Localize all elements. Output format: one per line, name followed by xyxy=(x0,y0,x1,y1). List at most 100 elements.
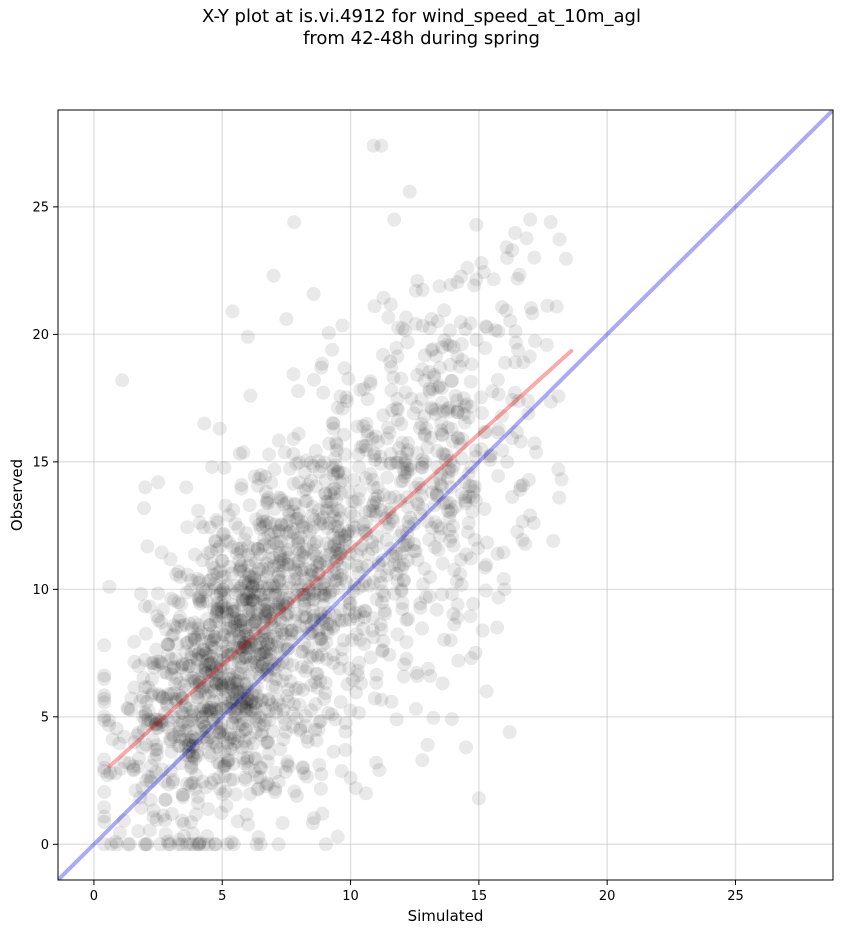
data-point xyxy=(221,676,236,691)
data-point xyxy=(225,304,240,319)
data-point xyxy=(401,519,416,534)
data-point xyxy=(307,574,322,589)
data-point xyxy=(406,406,421,421)
data-point xyxy=(330,464,345,479)
data-point xyxy=(209,513,224,528)
data-point xyxy=(417,427,432,442)
data-point xyxy=(473,390,488,405)
data-point xyxy=(159,622,174,637)
data-point xyxy=(376,290,391,305)
data-point xyxy=(278,667,293,682)
data-point xyxy=(427,540,442,555)
data-point xyxy=(225,696,240,711)
data-point xyxy=(151,613,166,628)
data-point xyxy=(444,422,459,437)
data-point xyxy=(243,694,258,709)
data-point xyxy=(327,519,342,534)
x-axis-label: Simulated xyxy=(408,907,484,925)
data-point xyxy=(214,605,229,620)
data-point xyxy=(325,707,340,722)
data-point xyxy=(422,532,437,547)
data-point xyxy=(177,678,192,693)
data-point xyxy=(253,574,268,589)
data-point xyxy=(312,464,327,479)
data-point xyxy=(436,404,451,419)
data-point xyxy=(169,671,184,686)
data-point xyxy=(452,359,467,374)
data-point xyxy=(335,642,350,657)
data-point xyxy=(267,629,282,644)
data-point xyxy=(347,473,362,488)
data-point xyxy=(298,561,313,576)
data-point xyxy=(267,462,282,477)
data-point xyxy=(259,632,274,647)
data-point xyxy=(206,735,221,750)
data-point xyxy=(210,666,225,681)
data-point xyxy=(349,627,364,642)
data-point xyxy=(214,716,229,731)
data-point xyxy=(318,553,333,568)
data-point xyxy=(172,722,187,737)
data-point xyxy=(204,656,219,671)
data-point xyxy=(280,534,295,549)
data-point xyxy=(430,459,445,474)
data-point xyxy=(384,360,399,375)
data-point xyxy=(149,747,164,762)
data-point xyxy=(252,710,267,725)
data-point xyxy=(161,837,176,852)
data-point xyxy=(318,473,333,488)
data-point xyxy=(429,485,444,500)
data-point xyxy=(258,518,273,533)
data-point xyxy=(209,676,224,691)
data-point xyxy=(183,582,198,597)
data-point xyxy=(186,671,201,686)
data-point xyxy=(313,632,328,647)
data-point xyxy=(522,349,537,364)
data-point xyxy=(216,582,231,597)
data-point xyxy=(198,719,213,734)
data-point xyxy=(212,726,227,741)
data-point xyxy=(291,475,306,490)
data-point xyxy=(264,475,279,490)
data-point xyxy=(238,703,253,718)
data-point xyxy=(400,553,415,568)
data-point xyxy=(124,691,139,706)
data-point xyxy=(159,696,174,711)
data-point xyxy=(271,774,286,789)
data-point xyxy=(260,496,275,511)
data-point xyxy=(240,539,255,554)
data-point xyxy=(268,765,283,780)
data-point xyxy=(191,621,206,636)
data-point xyxy=(365,623,380,638)
data-point xyxy=(415,318,430,333)
data-point xyxy=(184,776,199,791)
data-point xyxy=(429,348,444,363)
data-point xyxy=(462,479,477,494)
data-point xyxy=(212,673,227,688)
data-point xyxy=(330,519,345,534)
data-point xyxy=(218,533,233,548)
data-point xyxy=(286,476,301,491)
data-point xyxy=(192,593,207,608)
data-point xyxy=(332,613,347,628)
data-point xyxy=(400,526,415,541)
data-point xyxy=(184,708,199,723)
data-point xyxy=(209,589,224,604)
data-point xyxy=(180,520,195,535)
data-point xyxy=(190,745,205,760)
data-point xyxy=(185,704,200,719)
x-tick-label: 25 xyxy=(727,889,744,904)
data-point xyxy=(240,329,255,344)
data-point xyxy=(195,553,210,568)
data-point xyxy=(245,579,260,594)
data-point xyxy=(300,660,315,675)
data-point xyxy=(508,324,523,339)
data-point xyxy=(383,446,398,461)
data-point xyxy=(228,611,243,626)
data-point xyxy=(172,729,187,744)
data-point xyxy=(271,490,286,505)
data-point xyxy=(351,492,366,507)
data-point xyxy=(216,759,231,774)
data-point xyxy=(249,555,264,570)
data-point xyxy=(424,343,439,358)
